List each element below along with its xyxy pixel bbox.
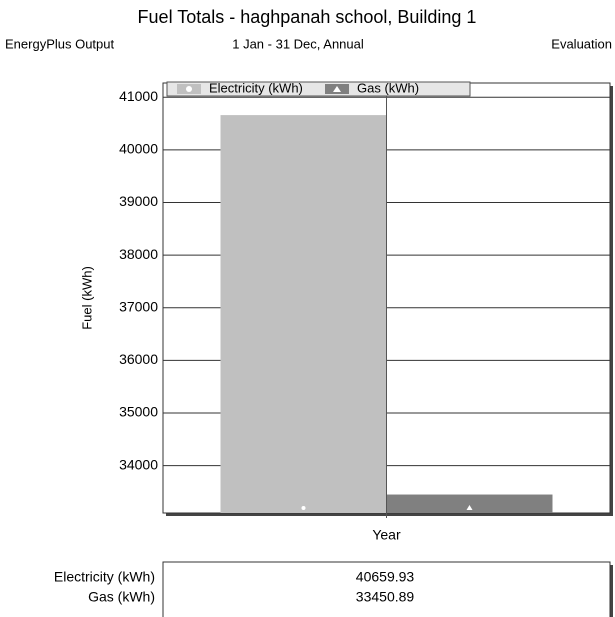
y-tick-label: 36000 [119, 351, 158, 367]
table-row-label: Gas (kWh) [88, 589, 155, 605]
legend-box [166, 81, 471, 97]
subtitle: EnergyPlus Output [5, 36, 115, 51]
bar [220, 115, 387, 513]
y-tick-label: 34000 [119, 456, 158, 472]
y-axis-label: Fuel (kWh) [79, 266, 94, 330]
y-tick-label: 38000 [119, 246, 158, 262]
table-frame [162, 561, 611, 617]
y-tick-label: 37000 [119, 298, 158, 314]
chart-title: Fuel Totals - haghpanah school, Building… [138, 7, 477, 27]
subtitle: 1 Jan - 31 Dec, Annual [232, 36, 364, 51]
marker [301, 506, 306, 510]
x-tick-label: Year [372, 527, 401, 543]
y-tick-label: 35000 [119, 404, 158, 420]
legend-marker [333, 86, 341, 92]
table-value: 33450.89 [356, 589, 415, 605]
y-tick-label: 39000 [119, 193, 158, 209]
y-tick-label: 40000 [119, 141, 158, 157]
subtitle: Evaluation [551, 36, 612, 51]
legend-marker [186, 86, 192, 92]
bar [386, 494, 553, 513]
legend-label: Gas (kWh) [357, 80, 419, 95]
marker [466, 505, 473, 510]
table-value: 40659.93 [356, 569, 415, 585]
table-row-label: Electricity (kWh) [54, 569, 155, 585]
legend-label: Electricity (kWh) [209, 80, 303, 95]
y-tick-label: 41000 [119, 88, 158, 104]
